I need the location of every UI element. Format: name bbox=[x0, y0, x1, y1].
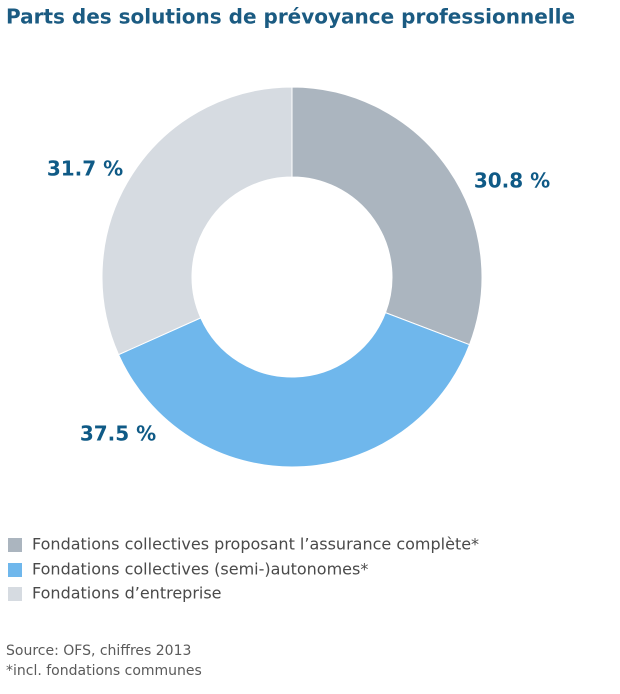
legend-swatch bbox=[8, 587, 22, 601]
note: *incl. fondations communes bbox=[6, 663, 202, 679]
legend-swatch bbox=[8, 538, 22, 552]
value-label: 30.8 % bbox=[474, 169, 550, 193]
source: Source: OFS, chiffres 2013 bbox=[6, 643, 191, 659]
legend-swatch bbox=[8, 563, 22, 577]
value-label: 37.5 % bbox=[80, 422, 156, 446]
legend-label: Fondations collectives (semi-)autonomes* bbox=[32, 560, 368, 579]
donut-segment bbox=[117, 311, 471, 468]
value-label: 31.7 % bbox=[47, 157, 123, 181]
donut-segment bbox=[101, 86, 293, 356]
legend-label: Fondations collectives proposant l’assur… bbox=[32, 535, 479, 554]
chart-title: Parts des solutions de prévoyance profes… bbox=[6, 5, 575, 29]
legend-label: Fondations d’entreprise bbox=[32, 584, 222, 603]
donut-segment bbox=[291, 86, 483, 346]
